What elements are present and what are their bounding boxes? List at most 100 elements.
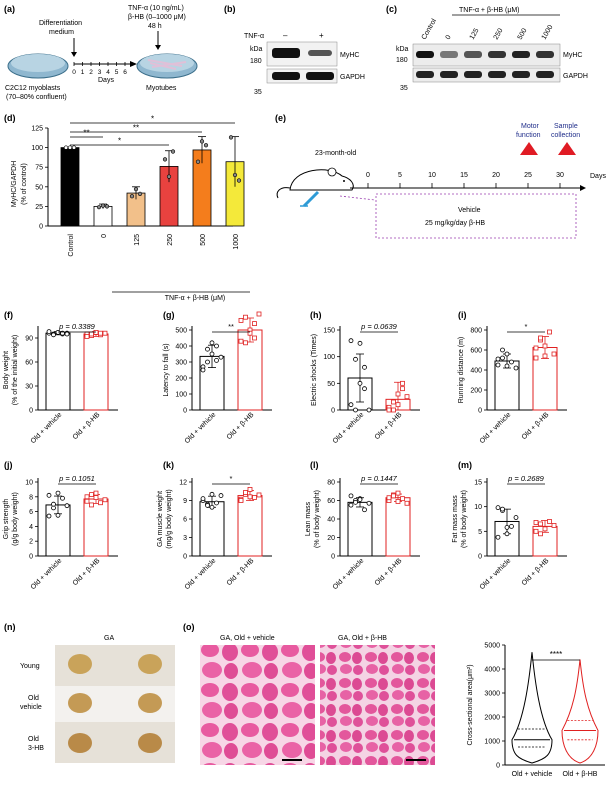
m-point-vehicle [495, 505, 501, 511]
k-x-label: Old + β-HB [226, 557, 256, 587]
k-point-bhb [247, 494, 253, 500]
c-header: TNF-α + β-HB (μM) [459, 7, 520, 14]
l-ylabel-2: (% of body weight) [314, 490, 321, 548]
f-point-vehicle [64, 331, 70, 337]
d-x-tick-label: 500 [200, 234, 207, 246]
panel-b-blot: TNF-α – + kDa 180 MyHC GAPDH 35 [244, 31, 365, 96]
d-point [71, 145, 77, 150]
m-point-bhb [551, 523, 557, 528]
n-muscle-right [138, 733, 162, 753]
d-x-tick-label: 0 [101, 234, 108, 238]
g-point-bhb [252, 321, 257, 327]
i-point-vehicle [504, 363, 510, 369]
j-ylabel-2: (g/g body weight) [12, 492, 19, 546]
f-point-bhb [84, 333, 90, 339]
panel-label-n: (n) [4, 622, 16, 632]
j-point-bhb [89, 492, 94, 497]
motor-triangle-icon [520, 142, 538, 155]
d-point [67, 145, 73, 150]
d-sig-mark: * [118, 137, 121, 146]
g-point-bhb [243, 340, 248, 346]
d-point [170, 149, 176, 154]
h-sig-text: p = 0.0639 [360, 322, 397, 331]
k-point-vehicle [205, 503, 210, 508]
panel-e-timeline: 23-month-old 0 5 10 15 20 25 30 Days Motor fun… [276, 123, 606, 239]
h-x-label: Old + β-HB [374, 411, 404, 441]
panel-g-chart: 0 100 200 300 400 500 Latency to fall (s) Old +… [163, 311, 272, 445]
j-bar [83, 498, 109, 557]
c-gapdh-label: GAPDH [563, 73, 588, 80]
o-x-label: Old + vehicle [512, 771, 553, 778]
e-dash-connector [339, 195, 376, 201]
d-y-tick-label: 25 [35, 204, 43, 211]
panel-label-i: (i) [458, 310, 467, 320]
n-row-young: Young [20, 663, 40, 670]
h-point-vehicle [362, 386, 367, 392]
m-point-vehicle [504, 524, 510, 530]
g-x-label: Old + vehicle [184, 411, 218, 445]
d-point [129, 194, 135, 199]
c-myhc-band [440, 51, 458, 58]
e-treatment-box [375, 193, 577, 239]
k-bar [199, 501, 225, 557]
sample-triangle-icon [558, 142, 576, 155]
j-sig-text: p = 0.1051 [58, 474, 95, 483]
i-ylabel-1: Running distance (m) [458, 337, 465, 404]
c-gapdh-band [536, 71, 554, 78]
medium-label-1: Differentiation [39, 20, 82, 27]
panel-i-chart: 0 200 400 600 800 Running distance (m) Old + v… [458, 322, 567, 445]
d-x-tick-label: 1000 [233, 234, 240, 250]
d-point [63, 145, 69, 150]
h-point-bhb [400, 386, 405, 392]
l-point-vehicle [353, 499, 358, 505]
o-img2-title: GA, Old + β-HB [338, 635, 387, 642]
panel-label-c: (c) [386, 4, 397, 14]
myotubes-label: Myotubes [146, 85, 177, 92]
d-point [137, 191, 143, 196]
h-point-bhb [391, 407, 396, 413]
f-bar [45, 332, 71, 411]
g-y-tick-label: 300 [175, 360, 187, 367]
e-age: 23-month-old [315, 150, 356, 157]
d-point [199, 139, 205, 144]
d-sig-mark: * [151, 115, 154, 124]
f-y-tick-label: 30 [25, 384, 33, 391]
l-y-tick-label: 40 [327, 517, 335, 524]
i-point-bhb [542, 343, 548, 349]
k-point-vehicle [218, 493, 224, 498]
treatment-line-1: TNF-α (10 ng/mL) [128, 5, 184, 12]
h-ylabel-1: Electric shocks (Times) [311, 334, 318, 406]
h-point-vehicle [362, 364, 367, 370]
o-sig-mark: **** [550, 650, 562, 659]
g-y-tick-label: 200 [175, 376, 187, 383]
k-ylabel-1: GA muscle weight [157, 491, 164, 547]
o-y-tick-label: 4000 [484, 667, 500, 674]
m-sig-text: p = 0.2689 [507, 474, 544, 483]
c-lane-label: 500 [517, 27, 529, 41]
dish-myoblasts-surface [11, 54, 65, 72]
m-ylabel-2: (% of body weight) [461, 490, 468, 548]
panel-a-schematic: Differentiation medium TNF-α (10 ng/mL) … [5, 5, 198, 101]
e-axis-arrow [580, 185, 586, 191]
k-point-bhb [243, 490, 248, 495]
o-violin-shape [561, 659, 599, 764]
g-point-vehicle [205, 346, 210, 352]
k-point-vehicle [200, 496, 206, 502]
c-gapdh-band [512, 71, 530, 78]
j-point-bhb [98, 500, 103, 506]
k-y-tick-label: 12 [179, 480, 187, 487]
g-y-tick-label: 0 [183, 408, 187, 415]
n-muscle-left [68, 654, 92, 674]
a-day-label: 2 [89, 69, 93, 76]
l-x-label: Old + β-HB [374, 557, 404, 587]
o-histology-bhb [320, 645, 435, 765]
c-kda: kDa [396, 46, 409, 53]
f-point-bhb [102, 330, 108, 336]
m-point-vehicle [513, 515, 519, 520]
d-ylabel-2: (% of control) [21, 163, 28, 205]
f-y-tick-label: 60 [25, 360, 33, 367]
m-point-vehicle [495, 534, 501, 540]
j-point-vehicle [55, 512, 61, 518]
j-point-bhb [102, 497, 108, 503]
h-point-vehicle [353, 407, 358, 413]
